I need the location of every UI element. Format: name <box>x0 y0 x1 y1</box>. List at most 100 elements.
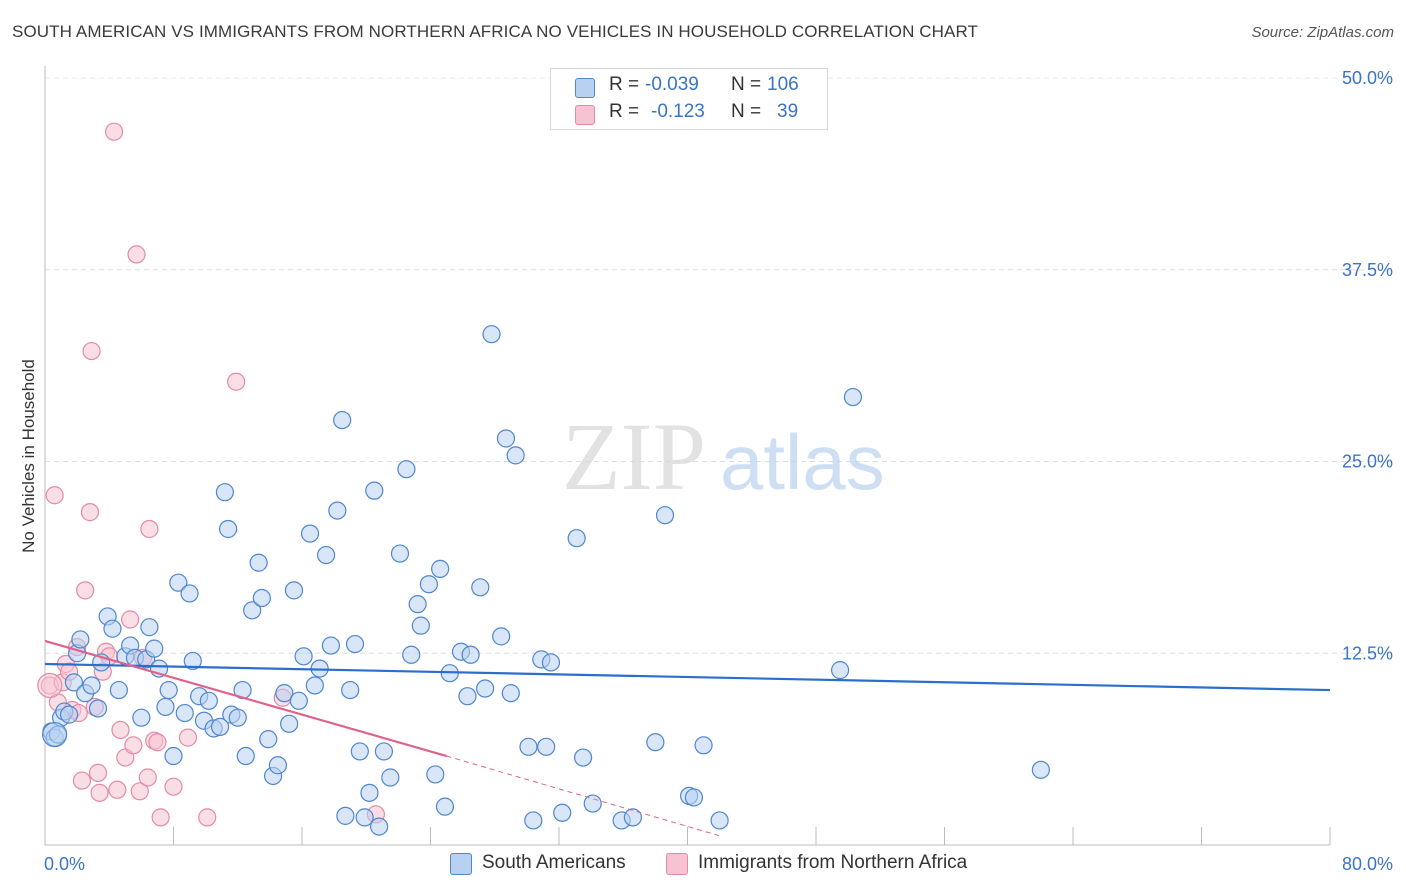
point-northern-africa <box>151 808 170 827</box>
legend-swatch-pink <box>575 105 595 125</box>
point-south-americans <box>402 645 421 664</box>
point-south-americans <box>336 806 355 825</box>
point-south-americans <box>519 737 538 756</box>
point-south-americans <box>655 506 675 525</box>
point-south-americans <box>169 573 188 592</box>
bottom-legend-swatch-blue <box>450 853 472 875</box>
legend-n-label: N = <box>731 101 762 122</box>
point-south-americans <box>333 410 352 430</box>
point-south-americans <box>175 703 194 723</box>
point-south-americans <box>294 647 313 666</box>
watermark: ZIP atlas <box>562 403 885 510</box>
legend-r-label: R = <box>609 74 640 95</box>
point-south-americans <box>252 588 271 608</box>
point-south-americans <box>435 797 455 816</box>
point-south-americans <box>710 811 729 830</box>
point-south-americans <box>321 636 341 655</box>
point-south-americans <box>300 524 320 543</box>
source-label: Source: ZipAtlas.com <box>1251 24 1394 41</box>
point-northern-africa-cluster <box>37 672 63 699</box>
bottom-legend-swatch-pink <box>666 853 688 875</box>
point-northern-africa <box>90 783 109 802</box>
point-south-americans <box>305 676 324 695</box>
legend-n-label: N = <box>731 74 762 95</box>
point-south-americans <box>156 697 175 717</box>
point-south-americans <box>694 736 713 755</box>
point-south-americans <box>59 705 79 724</box>
point-south-americans <box>289 691 308 710</box>
point-south-americans <box>501 684 520 703</box>
point-northern-africa <box>45 486 64 505</box>
point-south-americans <box>541 653 561 672</box>
point-south-americans <box>471 578 490 597</box>
x-tick-label: 80.0% <box>1342 854 1393 874</box>
point-south-americans <box>103 619 122 638</box>
point-south-americans <box>268 756 288 775</box>
point-south-americans <box>275 684 294 703</box>
point-south-americans <box>553 803 572 822</box>
point-south-americans <box>284 581 304 600</box>
point-south-americans <box>259 730 278 749</box>
point-northern-africa <box>104 122 124 141</box>
point-south-americans <box>370 817 389 836</box>
point-northern-africa <box>80 503 100 522</box>
x-tick-label: 0.0% <box>44 854 85 874</box>
point-south-americans <box>476 679 495 698</box>
point-northern-africa <box>72 771 92 790</box>
point-south-americans <box>345 634 365 654</box>
point-south-americans <box>210 717 230 736</box>
point-south-americans <box>341 680 360 700</box>
chart-title: SOUTH AMERICAN VS IMMIGRANTS FROM NORTHE… <box>12 22 979 41</box>
point-south-americans <box>71 630 90 649</box>
point-south-americans <box>524 811 543 830</box>
y-tick-label: 50.0% <box>1342 68 1393 88</box>
point-south-americans <box>537 737 556 756</box>
point-south-americans <box>583 794 602 813</box>
point-south-americans <box>243 601 262 620</box>
point-south-americans <box>411 616 430 635</box>
point-northern-africa <box>127 245 146 264</box>
point-south-americans <box>88 699 108 718</box>
point-south-americans <box>350 742 369 761</box>
point-south-americans <box>496 429 516 448</box>
point-northern-africa <box>108 780 127 799</box>
point-south-americans <box>419 575 438 594</box>
point-south-americans <box>492 627 511 646</box>
legend-r-value: -0.039 <box>645 74 699 95</box>
point-south-americans <box>280 714 299 733</box>
point-south-americans <box>183 651 202 671</box>
point-south-americans <box>1031 760 1050 779</box>
point-south-americans <box>482 325 501 344</box>
point-south-americans <box>567 529 586 548</box>
watermark-atlas: atlas <box>720 418 885 506</box>
point-northern-africa <box>76 581 95 600</box>
point-south-americans <box>365 481 384 500</box>
point-northern-africa <box>88 763 108 783</box>
point-south-americans <box>684 788 704 807</box>
point-south-americans <box>381 768 400 787</box>
bottom-legend-label: South Americans <box>482 852 626 873</box>
point-northern-africa <box>140 519 159 539</box>
point-south-americans <box>109 680 128 700</box>
point-south-americans <box>159 680 178 700</box>
point-south-americans <box>355 808 374 827</box>
legend-r-label: R = <box>609 101 640 122</box>
point-northern-africa <box>130 782 149 801</box>
trend-line-south-americans <box>44 662 1331 692</box>
point-south-americans <box>228 708 247 727</box>
y-tick-label: 25.0% <box>1342 452 1393 472</box>
point-south-americans <box>830 661 850 680</box>
point-south-americans <box>458 687 477 706</box>
y-tick-label: 12.5% <box>1342 643 1393 663</box>
point-south-americans <box>64 673 84 692</box>
point-south-americans <box>461 645 480 664</box>
point-south-americans <box>82 676 101 695</box>
point-south-americans <box>215 483 234 502</box>
point-south-americans <box>145 639 164 658</box>
point-south-americans <box>236 746 255 766</box>
point-south-americans <box>843 387 863 407</box>
point-south-americans <box>573 748 593 767</box>
point-south-americans <box>397 460 416 479</box>
point-south-americans <box>316 545 336 565</box>
